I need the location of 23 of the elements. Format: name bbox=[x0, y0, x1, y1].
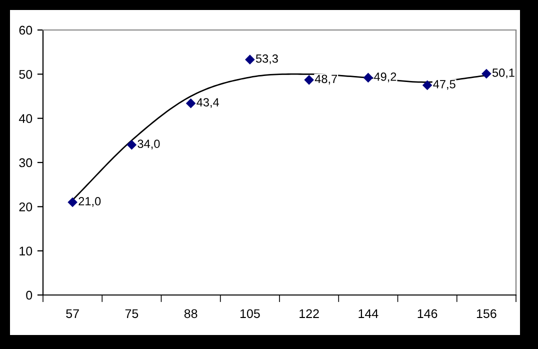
data-label: 49,2 bbox=[374, 72, 396, 82]
y-tick-label: 60 bbox=[19, 26, 32, 35]
data-label: 53,3 bbox=[256, 54, 278, 64]
y-tick-label: 40 bbox=[18, 114, 32, 123]
x-tick-label: 144 bbox=[358, 309, 378, 318]
data-label: 34,0 bbox=[138, 140, 160, 150]
y-tick-label: 30 bbox=[19, 158, 32, 168]
data-label: 47,5 bbox=[433, 80, 456, 90]
x-tick-label: 75 bbox=[125, 309, 138, 318]
y-tick-label: 20 bbox=[19, 202, 32, 212]
x-tick-label: 122 bbox=[300, 309, 319, 318]
x-tick-label: 156 bbox=[476, 309, 496, 318]
data-label: 43,4 bbox=[196, 98, 219, 108]
x-tick-label: 146 bbox=[418, 309, 438, 318]
data-label: 21,0 bbox=[78, 197, 101, 207]
x-tick-label: 105 bbox=[240, 309, 260, 318]
data-label: 48,7 bbox=[314, 74, 337, 84]
x-tick-label: 57 bbox=[66, 309, 79, 318]
x-tick-label: 88 bbox=[184, 309, 198, 318]
data-label: 50,1 bbox=[492, 68, 514, 78]
y-tick-label: 10 bbox=[20, 246, 32, 256]
y-tick-label: 50 bbox=[19, 70, 32, 79]
y-tick-label: 0 bbox=[26, 290, 32, 300]
